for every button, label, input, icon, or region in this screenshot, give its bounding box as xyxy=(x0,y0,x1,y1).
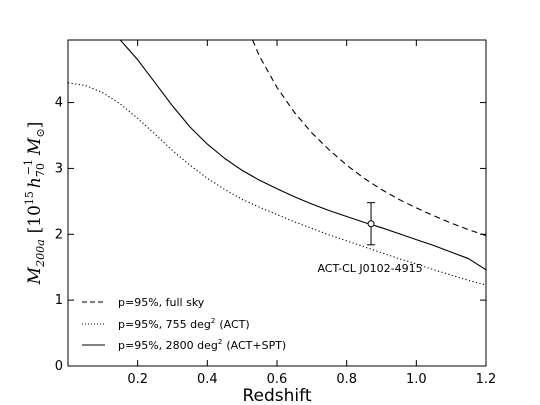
series-line-dotted xyxy=(68,82,486,286)
x-tick-label: 0.8 xyxy=(336,372,357,387)
series-line-solid xyxy=(119,40,486,271)
y-label-h-subscript: 70 xyxy=(34,163,47,177)
legend: p=95%, full sky p=95%, 755 deg2 (ACT) p=9… xyxy=(82,296,286,352)
x-axis-title: Redshift xyxy=(242,386,311,405)
y-axis-ticks: 0 1 2 3 4 xyxy=(55,96,486,374)
x-axis-ticks: 0.2 0.4 0.6 0.8 1.0 1.2 xyxy=(127,40,496,387)
y-label-solar-subscript: ⊙ xyxy=(34,128,47,137)
x-tick-label: 0.2 xyxy=(127,372,148,387)
y-tick-label: 1 xyxy=(55,293,63,308)
y-label-bracket-open: [10 xyxy=(25,205,45,233)
series-layer xyxy=(68,40,486,286)
y-label-solar-mass-symbol: M xyxy=(25,137,45,156)
y-label-h: h xyxy=(25,177,45,188)
y-label-h-superscript: −1 xyxy=(22,159,35,175)
y-label-mass-symbol: M xyxy=(25,266,45,285)
x-tick-label: 0.4 xyxy=(197,372,218,387)
y-axis-title: M200a[1015h70−1M⊙] xyxy=(22,122,47,286)
legend-label-act: p=95%, 755 deg2 (ACT) xyxy=(118,317,250,331)
y-tick-label: 0 xyxy=(55,359,63,374)
y-tick-label: 3 xyxy=(55,161,63,176)
data-point-marker xyxy=(367,220,375,228)
y-tick-label: 2 xyxy=(55,227,63,242)
x-tick-label: 1.0 xyxy=(406,372,427,387)
point-layer xyxy=(367,202,376,246)
y-label-mass-subscript: 200a xyxy=(34,239,47,268)
point-annotation: ACT-CL J0102-4915 xyxy=(317,262,422,275)
legend-label-full-sky: p=95%, full sky xyxy=(118,296,205,309)
series-line-dashed xyxy=(252,40,486,237)
y-tick-label: 4 xyxy=(55,96,63,111)
legend-label-act-spt: p=95%, 2800 deg2 (ACT+SPT) xyxy=(118,338,286,352)
y-label-exponent: 15 xyxy=(23,191,36,205)
x-tick-label: 0.6 xyxy=(267,372,288,387)
x-tick-label: 1.2 xyxy=(476,372,497,387)
y-label-bracket-close: ] xyxy=(25,122,45,129)
